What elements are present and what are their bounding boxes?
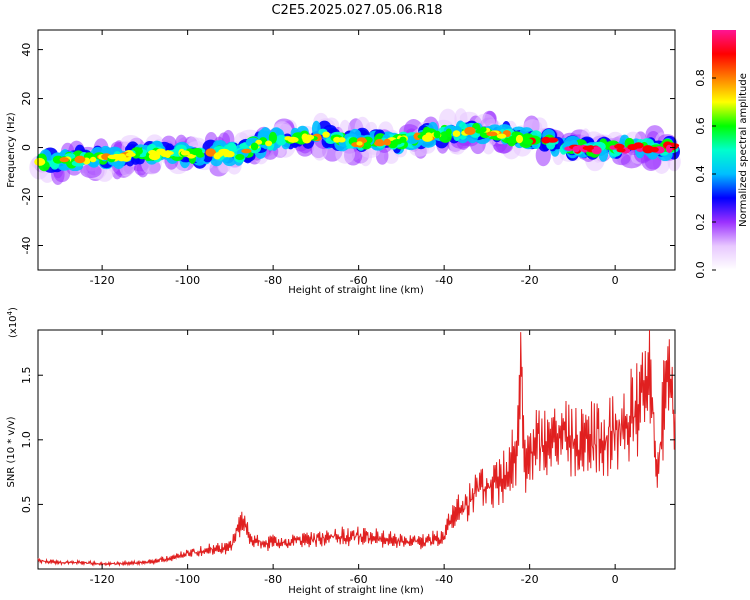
spectrogram-y-axis-label: Frequency (Hz) [6,112,17,188]
heatmap-cell [265,140,273,147]
heatmap-cell [214,151,224,158]
spectrogram-y-tick-label: 20 [20,92,33,106]
snr-y-ticks: 0.5 1.0 1.5 [20,366,675,513]
heatmap-cell [116,153,127,162]
snr-x-tick-label: -80 [264,573,282,586]
spectrogram-x-tick-label: -100 [175,274,200,287]
colorbar-label: Normalized spectral amplitude [738,73,749,227]
heatmap-cell [480,126,487,133]
snr-y-tick-label: 0.5 [20,496,33,514]
snr-x-axis-label: Height of straight line (km) [288,585,424,596]
heatmap-cell [337,137,346,143]
spectrogram-panel: -120 -100 -80 -60 -40 -20 0 -40 -20 0 20 40 Height… [6,29,681,296]
colorbar: 0.0 0.2 0.4 0.6 0.8 Normalized spectral ampl… [694,30,749,279]
spectrogram-x-tick-label: -20 [521,274,539,287]
colorbar-ticks: 0.0 0.2 0.4 0.6 0.8 [694,69,716,279]
heatmap-cell [255,139,263,145]
heatmap-cell [59,157,69,163]
spectrogram-x-tick-label: -80 [264,274,282,287]
colorbar-tick-label: 0.8 [694,69,707,87]
heatmap-cell [107,154,120,160]
heatmap-cell [125,152,136,158]
colorbar-tick-label: 0.4 [694,165,707,183]
colorbar-tick-label: 0.6 [694,117,707,135]
heatmap-cell [80,164,102,179]
heatmap-cell [74,155,86,164]
heatmap-cell [89,156,97,163]
heatmap-cell [616,148,626,153]
heatmap-cell [452,130,461,137]
heatmap-cell [627,144,639,151]
heatmap-cell [525,138,534,145]
heatmap-cell [250,142,259,151]
spectrogram-x-ticks: -120 -100 -80 -60 -40 -20 0 [90,30,619,287]
snr-x-tick-label: -40 [435,573,453,586]
snr-x-tick-label: -120 [90,573,115,586]
heatmap-cell [180,150,190,156]
spectrogram-x-axis-label: Height of straight line (km) [288,285,424,296]
spectrogram-y-tick-label: -20 [20,188,33,206]
heatmap-cell [191,149,202,156]
heatmap-cell [37,159,46,165]
snr-series [37,329,676,568]
spectrogram-x-tick-label: -120 [90,274,115,287]
snr-x-tick-label: -20 [521,573,539,586]
snr-x-tick-label: -60 [350,573,368,586]
snr-line [37,329,676,568]
heatmap-cell [322,131,330,138]
spectrogram-y-ticks: -40 -20 0 20 40 [20,43,675,255]
heatmap-cell [515,134,524,144]
heatmap-cell [275,134,287,146]
colorbar-tick-label: 0.2 [694,213,707,231]
spectrogram-heatmap [29,108,681,185]
heatmap-cell [383,138,391,146]
heatmap-cell [268,131,278,144]
spectrogram-frame [37,29,676,271]
heatmap-cell [464,126,476,136]
spectrogram-x-tick-label: 0 [612,274,619,287]
heatmap-cell [304,134,315,141]
colorbar-tick-label: 0.0 [694,261,707,279]
snr-y-tick-label: 1.5 [20,366,33,384]
snr-x-tick-label: 0 [612,573,619,586]
heatmap-cell [445,128,452,136]
heatmap-cell [665,144,673,153]
heatmap-cell [356,141,363,146]
heatmap-cell [52,155,64,164]
heatmap-cell [235,153,245,161]
snr-panel: -120 -100 -80 -60 -40 -20 0 0.5 1.0 1.5 Height o… [6,307,676,596]
spectrogram-x-tick-label: -60 [350,274,368,287]
heatmap-cell [486,131,498,137]
snr-x-ticks: -120 -100 -80 -60 -40 -20 0 [90,330,619,586]
snr-y-axis-label: SNR (10 * v/v) [6,416,17,487]
snr-y-exponent: (x104) [6,307,19,338]
heatmap-cell [241,148,252,154]
heatmap-cell [546,137,559,143]
heatmap-cell [148,150,157,155]
heatmap-cell [614,143,625,149]
heatmap-cell [582,145,594,151]
spectrogram-y-tick-label: 40 [20,43,33,57]
colorbar-gradient [712,30,736,270]
heatmap-cell [572,145,580,153]
spectrogram-x-tick-label: -40 [435,274,453,287]
heatmap-cell [642,145,654,154]
heatmap-cell [422,134,433,142]
heatmap-cell [163,150,174,156]
chart-title: C2E5.2025.027.05.06.R18 [271,3,442,18]
heatmap-cell [311,120,321,138]
snr-frame [37,329,676,570]
heatmap-cell [591,146,602,155]
heatmap-cell [392,138,403,145]
snr-y-tick-label: 1.0 [20,431,33,449]
spectrogram-y-tick-label: 0 [20,144,33,151]
spectrogram-y-tick-label: -40 [20,237,33,255]
heatmap-cell [205,148,217,157]
heatmap-cell [496,133,507,139]
heatmap-cell [374,140,385,147]
snr-x-tick-label: -100 [175,573,200,586]
heatmap-cell [287,136,299,143]
heatmap-cell [433,130,441,139]
